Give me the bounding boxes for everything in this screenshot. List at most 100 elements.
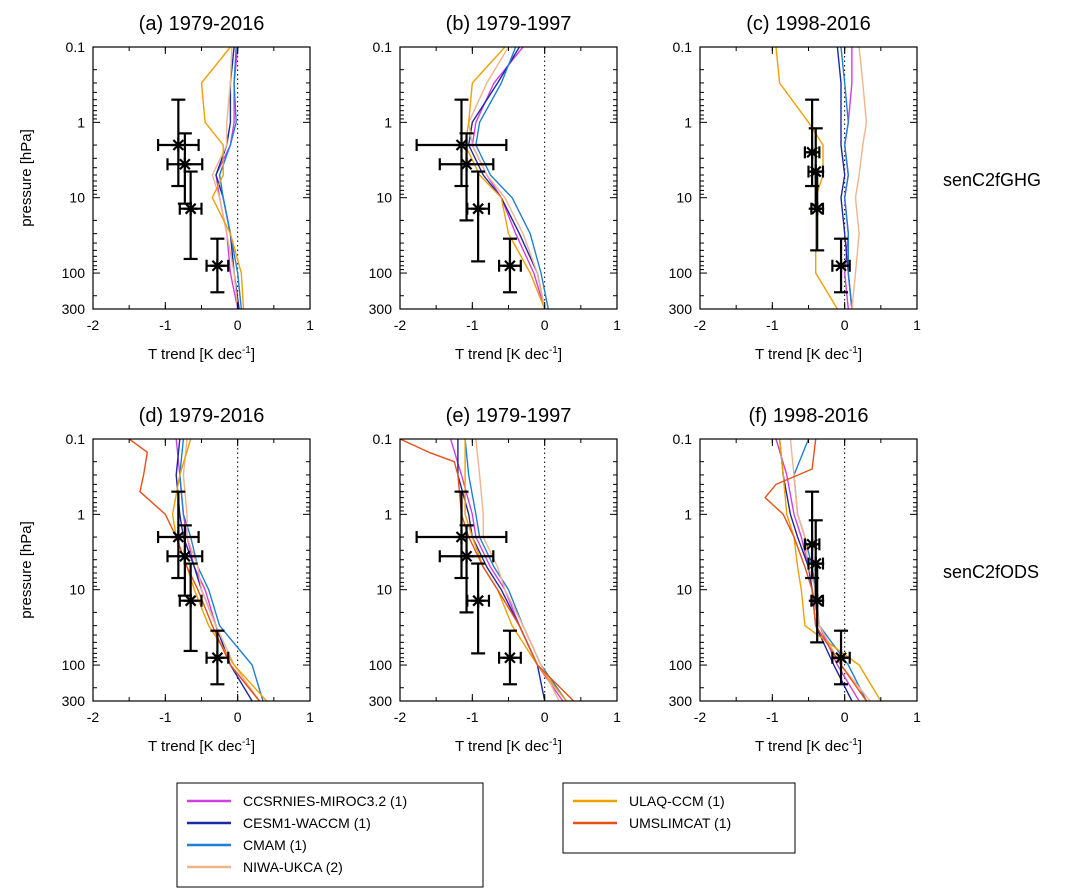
x-tick-label: -2	[394, 317, 407, 333]
obs-point-1	[157, 490, 200, 580]
y-tick-label: 1	[684, 506, 692, 522]
x-axis-label: T trend [K dec-1]	[455, 737, 562, 755]
series-line-cmam-1-	[475, 47, 549, 309]
y-tick-label: 300	[369, 693, 393, 709]
y-tick-label: 10	[376, 582, 392, 598]
panel-title: (f) 1998-2016	[748, 405, 868, 427]
y-tick-label: 10	[69, 582, 85, 598]
legend-label-a-2: CMAM (1)	[243, 837, 307, 853]
x-tick-label: 0	[234, 709, 242, 725]
series-line-cesm1-waccm-1-	[457, 439, 546, 701]
legend: CCSRNIES-MIROC3.2 (1) CESM1-WACCM (1) CMAM…	[176, 782, 796, 888]
x-axis-label-main: T trend [K dec	[755, 738, 849, 755]
x-axis-label-end: ]	[858, 346, 862, 363]
series-line-niwa-ukca-2-	[475, 439, 560, 701]
x-axis-label-sup: -1	[242, 737, 251, 748]
series-line-cmam-1-	[840, 47, 853, 309]
series-line-umslimcat-1-	[764, 439, 867, 701]
y-tick-label: 0.1	[373, 431, 393, 447]
x-tick-label: -1	[466, 317, 479, 333]
x-tick-label: -2	[87, 317, 100, 333]
panel-title: (c) 1998-2016	[746, 13, 871, 35]
legend-label-b-0: ULAQ-CCM (1)	[629, 793, 725, 809]
obs-point-1	[157, 98, 200, 188]
x-axis-label-main: T trend [K dec	[755, 346, 849, 363]
obs-point-3	[178, 562, 203, 653]
y-tick-label: 0.1	[66, 431, 86, 447]
plot-frame	[92, 438, 311, 702]
x-tick-label: 1	[306, 317, 314, 333]
x-tick-label: 0	[841, 317, 849, 333]
x-axis-label: T trend [K dec-1]	[148, 737, 255, 755]
panel-title: (a) 1979-2016	[139, 13, 265, 35]
series-line-umslimcat-1-	[128, 439, 260, 701]
y-tick-label: 100	[62, 657, 86, 673]
x-tick-label: -1	[159, 317, 172, 333]
series-group	[128, 439, 268, 701]
panel-3: -2 -1 0 1 0.1 1 10 100 300 (c) 1998-2016 T trend […	[669, 13, 921, 363]
y-tick-label: 10	[676, 190, 692, 206]
y-tick-label: 100	[669, 265, 693, 281]
x-tick-label: 0	[541, 709, 549, 725]
series-line-niwa-ukca-2-	[789, 439, 871, 701]
row-label-ods: senC2fODS	[943, 562, 1039, 582]
x-axis-label-sup: -1	[549, 737, 558, 748]
x-axis-label-main: T trend [K dec	[148, 346, 242, 363]
series-group	[464, 47, 549, 309]
y-tick-label: 100	[62, 265, 86, 281]
y-tick-label: 10	[69, 190, 85, 206]
obs-marker-d2	[472, 594, 484, 607]
series-group	[775, 47, 868, 309]
obs-point-3	[810, 562, 825, 644]
y-tick-label: 10	[676, 582, 692, 598]
y-tick-label: 1	[77, 114, 85, 130]
series-line-niwa-ukca-2-	[211, 47, 239, 309]
obs-marker-d2	[504, 259, 516, 272]
x-axis-label-end: ]	[558, 738, 562, 755]
x-axis-label-end: ]	[558, 346, 562, 363]
obs-point-2	[166, 132, 204, 205]
obs-point-4	[497, 629, 522, 686]
obs-marker-d2	[811, 202, 823, 215]
y-tick-label: 0.1	[673, 431, 693, 447]
panel-title: (e) 1979-1997	[446, 405, 572, 427]
obs-point-3	[810, 170, 825, 252]
obs-point-4	[497, 237, 522, 294]
y-axis-label: pressure [hPa]	[18, 129, 35, 227]
obs-marker-d2	[455, 139, 468, 151]
x-tick-label: 0	[234, 317, 242, 333]
obs-marker-d2	[172, 531, 185, 543]
series-group	[400, 439, 575, 701]
x-tick-label: -2	[87, 709, 100, 725]
plot-frame	[399, 46, 618, 310]
panel-title: (b) 1979-1997	[446, 13, 572, 35]
panel-2: -2 -1 0 1 0.1 1 10 100 300 (b) 1979-1997 T trend […	[369, 13, 621, 363]
panel-6: -2 -1 0 1 0.1 1 10 100 300 (f) 1998-2016 T trend […	[669, 405, 921, 755]
x-axis-label-end: ]	[251, 346, 255, 363]
obs-marker-d2	[184, 202, 197, 215]
row-label-ghg: senC2fGHG	[943, 170, 1041, 190]
series-group	[764, 439, 882, 701]
y-axis-label: pressure [hPa]	[18, 521, 35, 619]
y-tick-label: 300	[369, 301, 393, 317]
series-line-cesm1-waccm-1-	[215, 47, 240, 309]
x-axis-label-main: T trend [K dec	[148, 738, 242, 755]
x-tick-label: -1	[159, 709, 172, 725]
obs-marker-d2	[455, 531, 468, 543]
series-line-ulaq-ccm-1-	[775, 47, 838, 309]
legend-box	[562, 782, 796, 854]
obs-marker-d2	[179, 550, 191, 563]
series-line-ulaq-ccm-1-	[171, 439, 268, 701]
obs-marker-d2	[811, 594, 823, 607]
obs-point-4	[205, 629, 230, 686]
legend-label-a-1: CESM1-WACCM (1)	[243, 815, 371, 831]
obs-marker-d2	[211, 651, 224, 664]
obs-marker-d2	[504, 651, 516, 664]
obs-marker-d2	[179, 158, 191, 171]
x-tick-label: 1	[613, 317, 621, 333]
x-tick-label: -2	[694, 317, 707, 333]
series-line-niwa-ukca-2-	[851, 47, 868, 309]
y-tick-label: 1	[384, 506, 392, 522]
obs-point-4	[831, 629, 851, 686]
